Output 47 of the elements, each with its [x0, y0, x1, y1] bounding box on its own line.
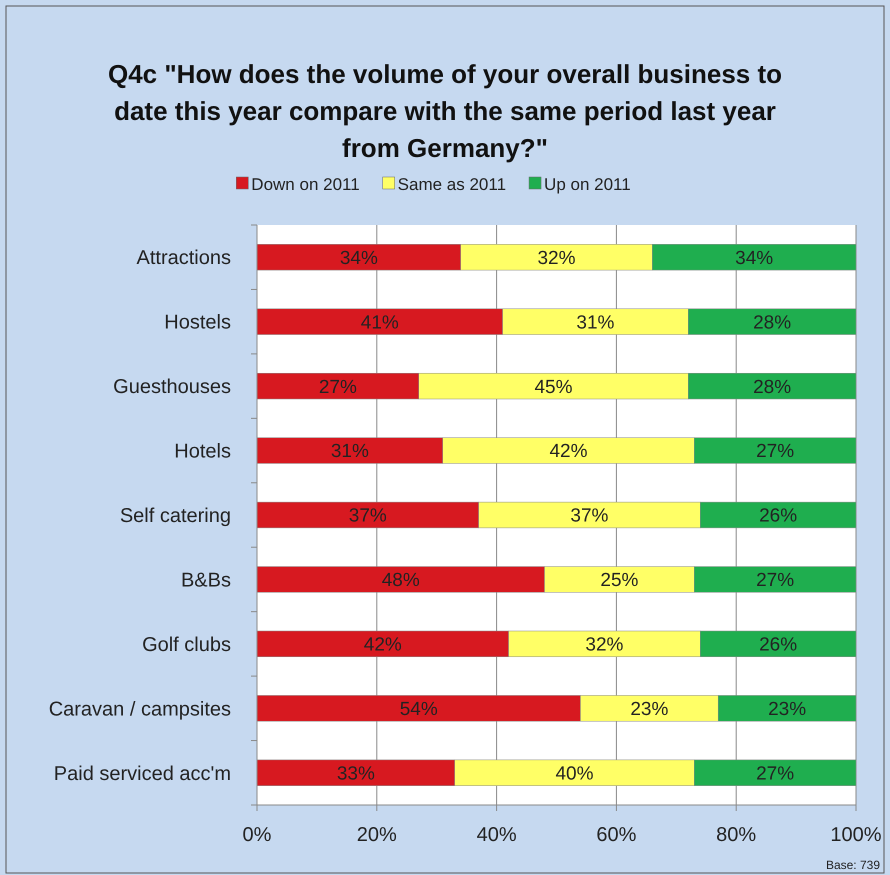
data-label: 34%	[735, 248, 774, 269]
x-tick-label: 60%	[596, 824, 637, 846]
data-label: 31%	[330, 441, 369, 462]
data-label: 31%	[576, 312, 615, 334]
data-label: 23%	[768, 698, 806, 720]
data-label: 42%	[549, 441, 588, 462]
x-tick-label: 40%	[476, 824, 517, 846]
data-label: 45%	[534, 376, 573, 398]
data-label: 27%	[756, 570, 794, 592]
x-tick-label: 20%	[356, 824, 398, 846]
data-label: 27%	[756, 441, 794, 462]
data-label: 37%	[348, 506, 387, 527]
y-tick-label: Guesthouses	[113, 376, 231, 398]
data-label: 41%	[360, 312, 399, 334]
data-label: 25%	[600, 570, 639, 592]
chart-title: Q4c "How does the volume of your overall business to date this year compare with the same period last year from Germany?"	[108, 59, 782, 163]
y-tick-label: Hostels	[164, 312, 231, 334]
data-label: 28%	[753, 312, 792, 334]
data-label: 23%	[630, 698, 668, 720]
legend-label: Up on 2011	[544, 174, 631, 194]
data-label: 34%	[340, 248, 378, 269]
data-label: 48%	[382, 570, 420, 592]
data-label: 32%	[585, 634, 624, 656]
data-label: 26%	[759, 634, 798, 656]
legend-label: Same as 2011	[398, 174, 506, 194]
data-label: 26%	[759, 506, 798, 527]
x-tick-label: 0%	[242, 824, 272, 846]
text: Base: 739	[826, 858, 880, 872]
data-label: 54%	[400, 698, 438, 720]
data-label: 27%	[756, 763, 794, 784]
data-label: 33%	[336, 763, 375, 784]
y-tick-label: B&Bs	[180, 569, 231, 592]
y-tick-label: Self catering	[120, 505, 231, 527]
data-label: 27%	[318, 376, 357, 398]
data-label: 42%	[364, 634, 402, 656]
y-tick-label: Attractions	[136, 247, 231, 270]
legend-label: Down on 2011	[251, 174, 360, 194]
data-label: 40%	[555, 763, 594, 784]
y-tick-label: Golf clubs	[142, 634, 231, 656]
y-tick-label: Paid serviced acc'm	[54, 762, 231, 785]
x-tick-label: 80%	[716, 824, 756, 846]
data-label: 37%	[570, 506, 609, 527]
y-tick-label: Caravan / campsites	[48, 698, 231, 720]
y-tick-label: Hotels	[174, 440, 231, 463]
data-label: 32%	[537, 248, 576, 269]
x-tick-label: 100%	[830, 824, 882, 846]
data-label: 28%	[753, 376, 792, 398]
